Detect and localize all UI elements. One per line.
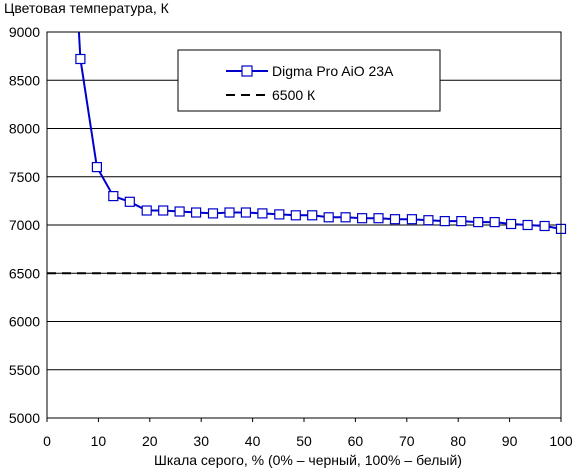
data-point-0 — [75, 53, 86, 65]
data-point-25 — [489, 217, 500, 228]
legend-marker-square — [241, 65, 253, 77]
x-tick-labels: 0 10 20 30 40 50 60 70 80 90 100 — [43, 418, 573, 449]
y-tick-label-5500: 5500 — [9, 362, 40, 378]
data-point-10 — [240, 207, 251, 218]
data-point-22 — [439, 216, 450, 227]
y-tick-labels: 5000 5500 6000 6500 7000 7500 8000 8500 9000 — [9, 24, 40, 426]
data-point-13 — [290, 210, 301, 221]
data-point-4 — [141, 205, 152, 216]
data-point-7 — [191, 207, 202, 218]
x-tick-label-100: 100 — [549, 433, 573, 449]
data-point-6 — [174, 206, 185, 217]
x-tick-label-80: 80 — [450, 433, 466, 449]
data-point-9 — [224, 207, 235, 218]
y-axis-title: Цветовая температура, К — [4, 0, 170, 16]
y-tick-label-7500: 7500 — [9, 169, 40, 185]
data-point-15 — [323, 212, 334, 223]
grid-lines — [47, 79, 561, 371]
data-point-5 — [158, 205, 169, 216]
legend-label-series: Digma Pro AiO 23A — [272, 63, 394, 79]
x-tick-label-30: 30 — [193, 433, 209, 449]
data-point-28 — [539, 220, 550, 232]
data-point-21 — [423, 215, 434, 226]
y-tick-label-9000: 9000 — [9, 24, 40, 40]
data-point-26 — [506, 218, 517, 230]
x-tick-label-70: 70 — [399, 433, 415, 449]
data-point-27 — [522, 219, 533, 231]
data-point-20 — [406, 214, 417, 225]
data-point-1 — [91, 162, 103, 173]
plot-frame — [46, 31, 562, 419]
y-tick-label-8000: 8000 — [9, 121, 40, 137]
y-tick-label-5000: 5000 — [9, 410, 40, 426]
legend: Digma Pro AiO 23A 6500 К — [177, 49, 441, 112]
data-point-11 — [257, 208, 268, 219]
series-line-digma — [77, 32, 561, 230]
data-point-18 — [373, 213, 384, 224]
data-point-23 — [456, 216, 467, 227]
x-tick-label-40: 40 — [245, 433, 261, 449]
legend-label-reference: 6500 К — [272, 87, 316, 103]
x-tick-label-90: 90 — [502, 433, 518, 449]
y-tick-label-6000: 6000 — [9, 314, 40, 330]
data-point-8 — [207, 208, 219, 219]
series-layer — [47, 32, 567, 275]
x-tick-label-20: 20 — [142, 433, 158, 449]
data-point-2 — [108, 191, 119, 202]
x-tick-label-50: 50 — [296, 433, 312, 449]
legend-box — [177, 49, 441, 112]
y-tick-label-6500: 6500 — [9, 265, 40, 281]
data-point-12 — [274, 209, 285, 220]
x-tick-label-60: 60 — [348, 433, 364, 449]
data-point-14 — [307, 210, 318, 221]
data-point-16 — [340, 212, 351, 223]
data-point-3 — [124, 196, 135, 207]
data-point-19 — [389, 214, 401, 225]
x-axis-title: Шкала серого, % (0% – черный, 100% – бел… — [154, 452, 462, 468]
x-tick-label-10: 10 — [91, 433, 107, 449]
y-tick-label-7000: 7000 — [9, 217, 40, 233]
x-tick-label-0: 0 — [43, 433, 51, 449]
data-point-24 — [473, 217, 484, 228]
y-tick-label-8500: 8500 — [9, 72, 40, 88]
data-point-17 — [357, 213, 368, 224]
